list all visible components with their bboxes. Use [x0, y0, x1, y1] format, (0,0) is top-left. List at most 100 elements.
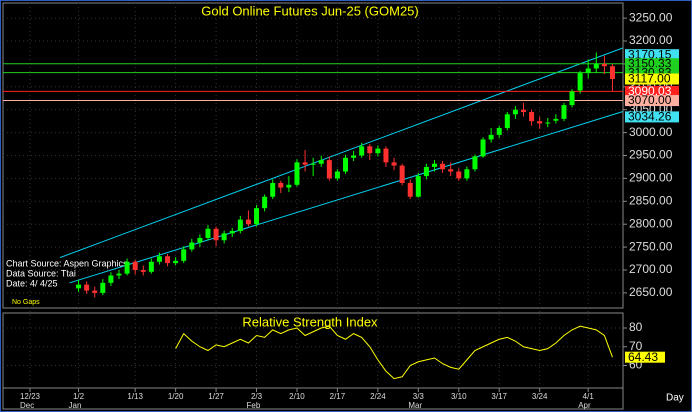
y-tick-label: 2650.00	[629, 285, 673, 299]
candle-body	[286, 184, 292, 188]
x-tick-label: 1/2	[73, 392, 85, 401]
candle-body	[278, 182, 284, 188]
y-tick-label: 3000.00	[629, 125, 673, 139]
candle-body	[148, 261, 154, 272]
candle-body	[262, 196, 268, 209]
candle-body	[84, 284, 90, 291]
candle-body	[221, 233, 227, 241]
x-tick-label: 2/3	[251, 392, 263, 401]
candle-body	[480, 139, 486, 157]
level-box	[625, 49, 679, 61]
chart-title: Gold Online Futures Jun-25 (GOM25)	[201, 3, 418, 18]
month-label: Jan	[69, 401, 82, 410]
candle-body	[520, 109, 526, 112]
candle-body	[399, 165, 405, 183]
candle-body	[601, 63, 607, 67]
x-tick-label: 2/10	[289, 392, 305, 401]
month-label: Dec	[20, 401, 34, 410]
candle-body	[310, 163, 316, 165]
candle-body	[448, 169, 454, 172]
candle-body	[197, 237, 203, 243]
candle-body	[383, 148, 389, 163]
candle-body	[423, 166, 429, 177]
x-tick-label: 1/20	[168, 392, 184, 401]
candle-body	[237, 219, 243, 232]
y-tick-label: 2950.00	[629, 148, 673, 162]
candle-body	[512, 109, 518, 115]
candle-body	[351, 155, 357, 158]
candle-body	[156, 256, 162, 262]
gaps-note: No Gaps	[12, 299, 40, 306]
rsi-last-box	[625, 351, 665, 363]
rsi-title: Relative Strength Index	[242, 314, 378, 329]
level-label: 3090.03	[628, 84, 672, 98]
rsi-line	[175, 325, 613, 380]
y-tick-label: 3250.00	[629, 10, 673, 24]
candle-body	[456, 171, 462, 179]
candle-body	[415, 176, 421, 197]
rsi-last-label: 64.43	[628, 350, 658, 364]
level-label: 3117.00	[628, 72, 671, 86]
x-tick-label: 4/1	[583, 392, 595, 401]
candle-body	[553, 118, 559, 121]
candle-body	[302, 162, 308, 165]
level-label: 3150.33	[628, 56, 672, 70]
candle-body	[140, 269, 146, 272]
month-label: Feb	[247, 401, 261, 410]
note: Chart Source: Aspen Graphics	[6, 258, 128, 268]
y-tick-label: 2700.00	[629, 262, 673, 276]
x-tick-label: 2/17	[330, 392, 346, 401]
candle-body	[367, 146, 373, 154]
y-tick-label: 2800.00	[629, 216, 673, 230]
candle-body	[318, 160, 324, 164]
candle-body	[472, 156, 478, 170]
candle-body	[569, 91, 575, 106]
level-box	[625, 58, 679, 70]
candle-body	[213, 228, 219, 241]
candle-body	[229, 231, 235, 234]
candle-body	[593, 63, 599, 69]
candle-body	[100, 282, 106, 293]
candle-body	[132, 261, 138, 270]
candle-body	[375, 148, 381, 154]
candle-body	[504, 114, 510, 129]
x-tick-label: 3/3	[413, 392, 425, 401]
x-tick-label: 1/27	[208, 392, 224, 401]
candle-body	[585, 68, 591, 74]
level-box	[625, 111, 679, 123]
channel-line	[69, 111, 624, 284]
candle-body	[189, 242, 195, 250]
level-box	[625, 85, 679, 97]
candle-body	[545, 122, 551, 124]
month-label: Mar	[408, 401, 422, 410]
x-tick-label: 1/13	[127, 392, 143, 401]
candle-body	[108, 275, 114, 283]
level-label: 3070.00	[628, 93, 672, 107]
candle-body	[609, 66, 615, 80]
candle-body	[561, 105, 567, 119]
candle-body	[116, 273, 122, 276]
candle-body	[270, 182, 276, 197]
level-label: 3170.15	[628, 47, 672, 61]
x-tick-label: 3/24	[532, 392, 548, 401]
candle-body	[181, 249, 187, 261]
candle-body	[496, 128, 502, 135]
rsi-tick-label: 80	[629, 320, 643, 334]
candle-body	[173, 260, 179, 264]
candle-body	[92, 290, 98, 293]
rsi-tick-label: 70	[629, 339, 643, 353]
candle-body	[343, 157, 349, 172]
candle-body	[254, 208, 260, 225]
x-tick-label: 3/17	[491, 392, 507, 401]
y-tick-label: 2900.00	[629, 171, 673, 185]
level-box	[625, 95, 679, 107]
x-tick-label: 3/10	[451, 392, 467, 401]
candle-body	[391, 162, 397, 166]
level-label: 3034.26	[628, 110, 672, 124]
candle-body	[464, 169, 470, 179]
candle-body	[537, 121, 543, 124]
month-label: Apr	[578, 401, 591, 410]
candle-body	[440, 163, 446, 170]
